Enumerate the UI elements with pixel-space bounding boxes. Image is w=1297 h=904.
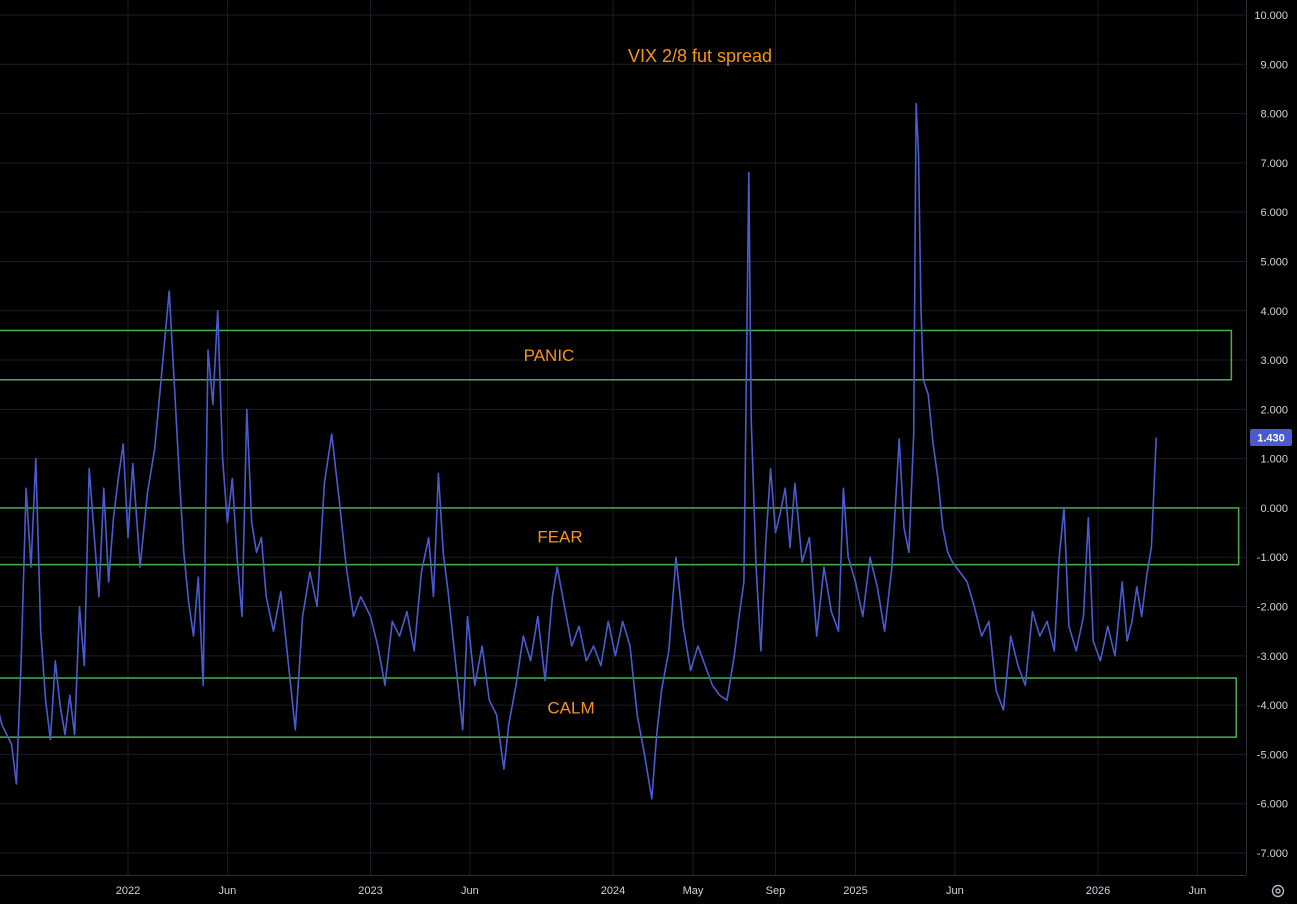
- y-tick-label: -6.000: [1257, 799, 1288, 811]
- x-tick-label: Jun: [461, 885, 479, 897]
- settings-button[interactable]: [1267, 881, 1289, 901]
- time-axis[interactable]: 2022 Jun 2023 Jun 2024 May Sep 2025 Jun 2026 Jun: [116, 885, 1207, 897]
- y-tick-label: 10.000: [1254, 10, 1288, 22]
- x-tick-label: 2026: [1086, 885, 1110, 897]
- y-tick-label: 5.000: [1260, 256, 1288, 268]
- y-tick-label: 4.000: [1260, 306, 1288, 318]
- y-tick-label: -7.000: [1257, 848, 1288, 860]
- x-tick-label: 2023: [358, 885, 382, 897]
- y-tick-label: 1.000: [1260, 454, 1288, 466]
- gear-icon: [1271, 884, 1285, 898]
- price-axis[interactable]: 10.000 9.000 8.000 7.000 6.000 5.000 4.000 3.00…: [1254, 10, 1288, 860]
- last-value-text: 1.430: [1257, 432, 1285, 444]
- zones: PANIC FEAR CALM: [0, 329, 1240, 738]
- chart-title: VIX 2/8 fut spread: [628, 46, 772, 66]
- x-tick-label: Sep: [766, 885, 786, 897]
- x-tick-label: Jun: [1189, 885, 1207, 897]
- x-tick-label: Jun: [946, 885, 964, 897]
- y-tick-label: 0.000: [1260, 503, 1288, 515]
- y-tick-label: -5.000: [1257, 749, 1288, 761]
- y-tick-label: 9.000: [1260, 59, 1288, 71]
- last-value-badge-bg: [1250, 428, 1292, 446]
- y-tick-label: 6.000: [1260, 207, 1288, 219]
- y-tick-label: 8.000: [1260, 109, 1288, 121]
- y-tick-label: 7.000: [1260, 158, 1288, 170]
- y-tick-label: -2.000: [1257, 602, 1288, 614]
- y-tick-label: -3.000: [1257, 651, 1288, 663]
- zone-box-calm[interactable]: [0, 677, 1237, 738]
- x-tick-label: May: [683, 885, 704, 897]
- zone-label-fear: FEAR: [537, 527, 582, 546]
- x-tick-label: 2025: [843, 885, 867, 897]
- y-tick-label: 2.000: [1260, 404, 1288, 416]
- y-tick-label: 3.000: [1260, 355, 1288, 367]
- series-line: [0, 102, 1157, 800]
- x-tick-label: 2022: [116, 885, 140, 897]
- x-tick-label: 2024: [601, 885, 625, 897]
- y-tick-label: -4.000: [1257, 700, 1288, 712]
- y-tick-label: -1.000: [1257, 552, 1288, 564]
- zone-label-calm: CALM: [547, 699, 594, 718]
- last-value-badge: 1.430: [1250, 428, 1292, 446]
- zone-box-fear[interactable]: [0, 507, 1240, 566]
- zone-label-panic: PANIC: [524, 346, 575, 365]
- zone-box-panic[interactable]: [0, 329, 1233, 381]
- x-tick-label: Jun: [219, 885, 237, 897]
